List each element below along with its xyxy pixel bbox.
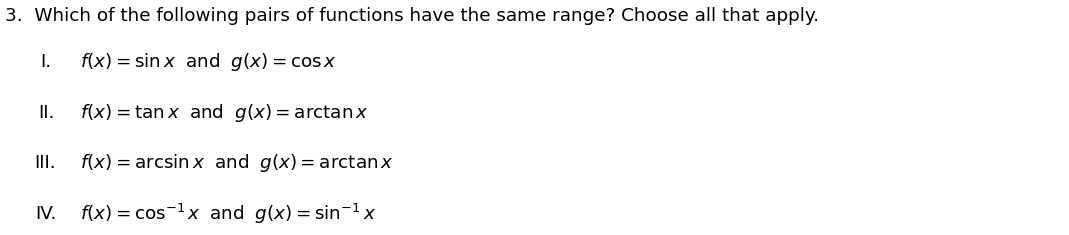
Text: $f(x) = \arcsin x\;$ and $\;g(x) = \arctan x$: $f(x) = \arcsin x\;$ and $\;g(x) = \arct…: [80, 152, 394, 174]
Text: IV.: IV.: [35, 205, 57, 223]
Text: 3.  Which of the following pairs of functions have the same range? Choose all th: 3. Which of the following pairs of funct…: [5, 7, 819, 25]
Text: I.: I.: [41, 53, 51, 71]
Text: $f(x) = \cos^{-1} x\;$ and $\;g(x) = \sin^{-1} x$: $f(x) = \cos^{-1} x\;$ and $\;g(x) = \si…: [80, 202, 376, 226]
Text: II.: II.: [38, 104, 55, 122]
Text: $f(x) = \tan x\;$ and $\;g(x) = \arctan x$: $f(x) = \tan x\;$ and $\;g(x) = \arctan …: [80, 102, 369, 124]
Text: $f(x) = \sin x\;$ and $\;g(x) = \cos x$: $f(x) = \sin x\;$ and $\;g(x) = \cos x$: [80, 51, 337, 73]
Text: III.: III.: [34, 154, 56, 172]
